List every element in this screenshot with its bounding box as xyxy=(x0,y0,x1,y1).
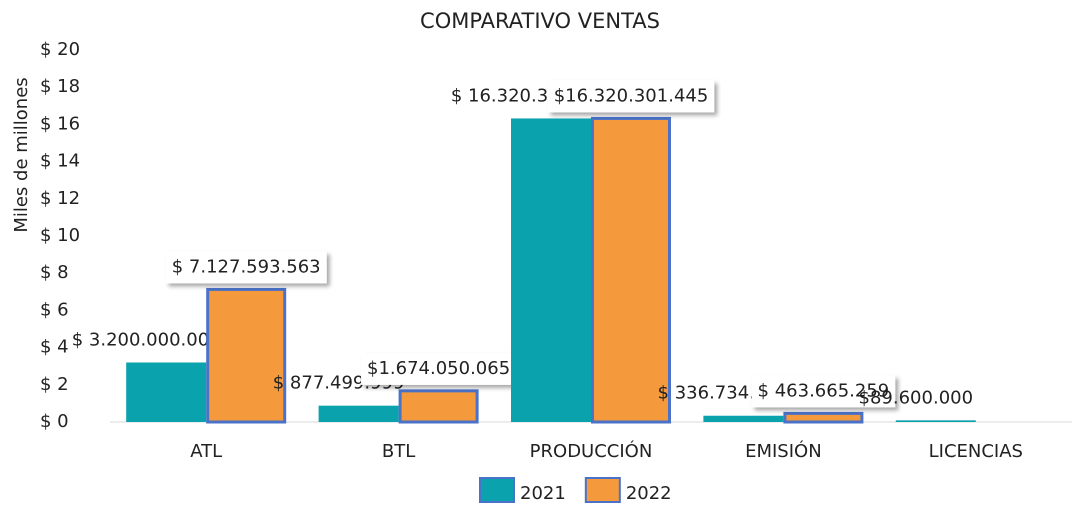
x-tick-label: ATL xyxy=(190,441,222,462)
legend-label: 2022 xyxy=(626,483,672,504)
bar xyxy=(126,362,207,422)
label-box xyxy=(547,80,715,113)
bar xyxy=(398,389,479,424)
data-label: $89.600.000 xyxy=(859,387,974,408)
y-tick-label: $ 20 xyxy=(40,39,80,60)
bar xyxy=(511,118,591,423)
bar xyxy=(591,116,671,424)
data-label: $16.320.301.445 xyxy=(554,85,709,106)
legend-label: 2021 xyxy=(520,483,566,504)
bar xyxy=(318,405,399,422)
label-box xyxy=(751,375,896,408)
label-box xyxy=(165,251,327,284)
x-tick-label: EMISIÓN xyxy=(745,440,822,462)
bar xyxy=(206,287,287,424)
chart-title: COMPARATIVO VENTAS xyxy=(420,9,660,33)
y-axis-label: Miles de millones xyxy=(11,77,32,232)
bar xyxy=(703,415,784,422)
y-tick-label: $ 8 xyxy=(40,262,69,283)
y-tick-label: $ 14 xyxy=(40,151,80,172)
y-tick-label: $ 12 xyxy=(40,188,80,209)
x-tick-label: LICENCIAS xyxy=(929,441,1023,462)
bar xyxy=(783,411,864,424)
y-tick-label: $ 2 xyxy=(40,374,69,395)
bar xyxy=(895,420,976,422)
data-label: $1.674.050.065 xyxy=(367,358,510,379)
legend-swatch xyxy=(479,477,515,503)
x-tick-label: BTL xyxy=(382,441,415,462)
y-tick-label: $ 4 xyxy=(40,337,69,358)
y-tick-label: $ 6 xyxy=(40,299,69,320)
y-tick-label: $ 18 xyxy=(40,76,80,97)
data-label: $ 7.127.593.563 xyxy=(172,256,321,277)
y-tick-label: $ 10 xyxy=(40,225,80,246)
label-box xyxy=(361,352,517,385)
x-tick-label: PRODUCCIÓN xyxy=(530,440,653,462)
data-label: $ 3.200.000.000 xyxy=(72,329,221,350)
y-tick-label: $ 0 xyxy=(40,411,69,432)
legend-swatch xyxy=(584,477,621,503)
y-tick-label: $ 16 xyxy=(40,113,80,134)
data-label: $ 463.665.259 xyxy=(758,380,890,401)
